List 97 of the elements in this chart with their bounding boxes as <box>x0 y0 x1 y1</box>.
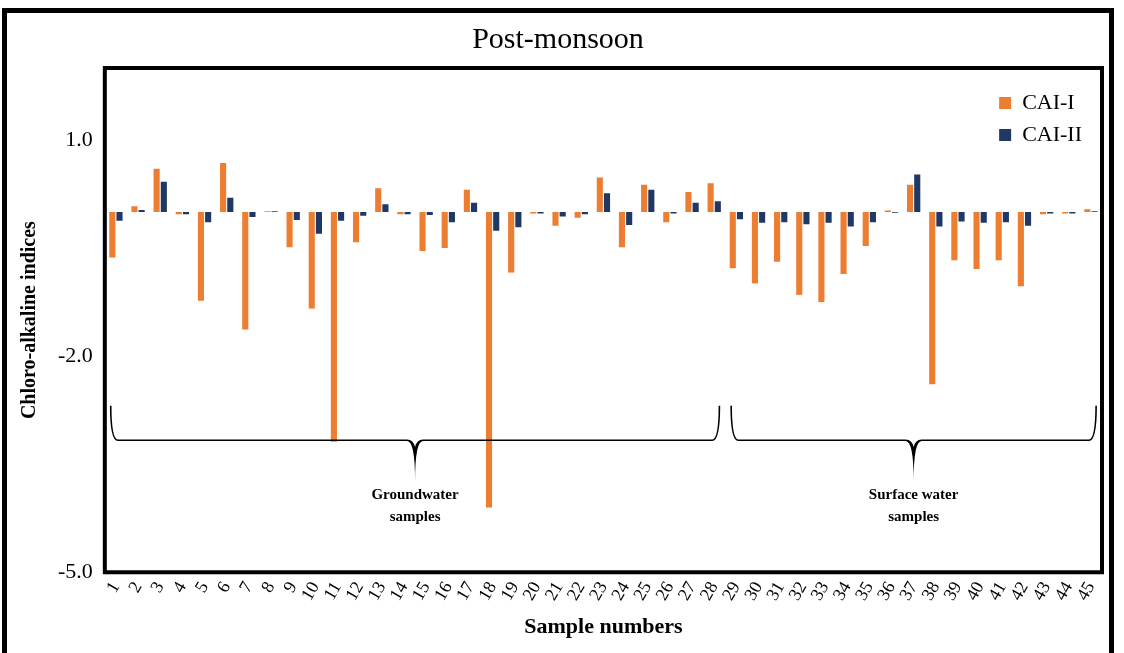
bar <box>360 212 367 216</box>
y-axis-title: Chloro-alkaline indices <box>17 220 40 420</box>
bar <box>574 212 581 218</box>
y-tick-label: 1.0 <box>65 125 93 151</box>
x-tick-label: 7 <box>234 577 257 596</box>
bar <box>958 212 965 222</box>
bar <box>685 191 692 213</box>
bar <box>818 212 825 303</box>
bar <box>308 212 315 309</box>
bar <box>707 183 714 213</box>
bar <box>493 212 500 231</box>
bar <box>138 209 145 213</box>
bar <box>796 212 803 295</box>
bar <box>1084 209 1091 213</box>
bar <box>419 212 426 251</box>
bar <box>175 212 182 215</box>
bar <box>825 212 832 223</box>
y-tick-label: -5.0 <box>58 557 93 583</box>
bar <box>197 212 204 301</box>
bar <box>182 212 190 215</box>
bar <box>353 212 360 243</box>
bar <box>559 212 566 217</box>
legend-label: CAI-II <box>1022 120 1083 146</box>
bar <box>906 184 914 213</box>
bar <box>914 174 921 213</box>
bar <box>205 212 212 223</box>
bar <box>1039 212 1047 215</box>
bar <box>515 212 522 228</box>
bar <box>803 212 810 225</box>
bar <box>936 212 943 227</box>
bar <box>249 212 256 218</box>
bar <box>242 212 249 330</box>
bar <box>581 212 588 215</box>
bar <box>618 212 626 248</box>
x-axis-title: Sample numbers <box>524 613 683 639</box>
bar <box>397 212 404 215</box>
bar <box>729 212 736 269</box>
bar <box>626 212 633 226</box>
bar <box>293 212 300 220</box>
bar <box>131 206 138 213</box>
bar <box>929 212 936 385</box>
bar <box>951 212 958 261</box>
bar <box>330 212 337 442</box>
x-tick-label: 3 <box>145 577 168 596</box>
bar <box>1002 212 1009 223</box>
bar <box>603 193 611 213</box>
x-tick-label: 4 <box>168 577 190 596</box>
bar <box>663 212 670 223</box>
bar <box>375 188 382 213</box>
legend-label: CAI-I <box>1022 88 1075 114</box>
bar <box>109 212 116 258</box>
bar <box>160 181 167 213</box>
bar <box>227 197 234 213</box>
x-tick-label: 6 <box>212 577 235 596</box>
bar <box>426 212 433 215</box>
annotation: Surface water samples <box>867 485 960 527</box>
bar <box>552 212 559 226</box>
bar <box>714 201 721 213</box>
bar <box>648 189 655 213</box>
bar <box>1017 212 1024 287</box>
x-tick-label: 5 <box>190 577 213 596</box>
bar <box>973 212 980 269</box>
bar <box>1024 212 1032 226</box>
bar <box>441 212 448 249</box>
bar <box>338 212 345 221</box>
bar <box>781 212 788 223</box>
bar <box>220 163 227 213</box>
x-tick-label: 8 <box>256 577 279 596</box>
bar <box>980 212 987 223</box>
bar <box>847 212 854 227</box>
x-tick-label: 1 <box>101 577 124 596</box>
bar <box>641 184 648 213</box>
bar <box>751 212 758 284</box>
bar <box>116 212 123 221</box>
bar <box>869 212 876 223</box>
chart-title: Post-monsoon <box>472 20 644 54</box>
annotation: Groundwater samples <box>370 485 460 527</box>
bar <box>471 202 478 213</box>
bar <box>759 212 766 223</box>
bar <box>840 212 847 275</box>
bar <box>404 212 411 215</box>
bar <box>448 212 455 223</box>
bar <box>736 212 744 220</box>
bar <box>692 202 699 213</box>
bar <box>862 212 869 246</box>
bar <box>153 168 160 213</box>
x-tick-label: 2 <box>123 577 146 596</box>
bar <box>286 212 293 248</box>
bar <box>995 212 1002 261</box>
bar <box>485 212 493 508</box>
bar <box>508 212 515 273</box>
bar <box>596 177 603 213</box>
bar <box>382 204 389 213</box>
bar <box>463 189 470 213</box>
bar <box>774 212 781 262</box>
y-tick-label: -2.0 <box>58 341 93 367</box>
bar <box>315 212 322 234</box>
